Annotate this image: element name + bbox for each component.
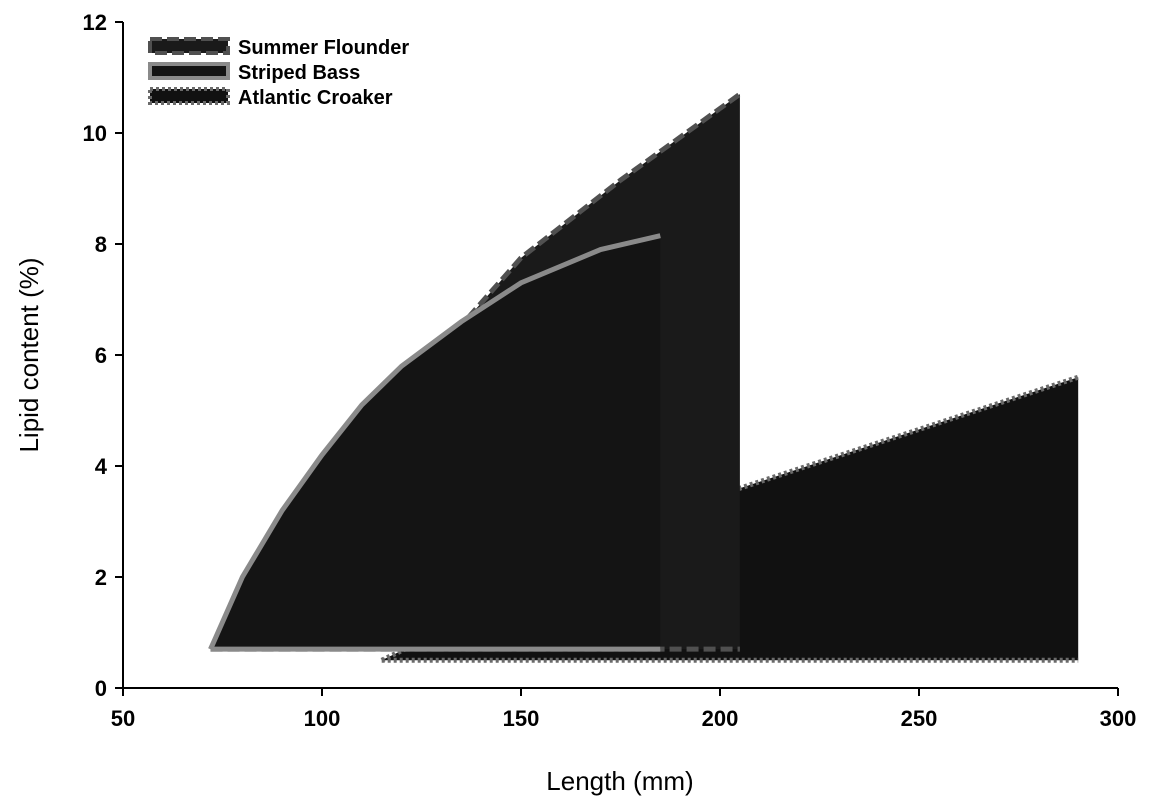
legend-text: Striped Bass — [238, 62, 360, 84]
x-tick-label: 150 — [503, 706, 540, 731]
x-axis-label: Length (mm) — [546, 766, 693, 796]
legend-swatch — [148, 62, 230, 80]
y-axis-label: Lipid content (%) — [14, 257, 44, 452]
y-tick-label: 12 — [83, 10, 107, 35]
y-tick-label: 0 — [95, 676, 107, 701]
y-tick-label: 8 — [95, 232, 107, 257]
area-fill — [210, 235, 661, 650]
y-tick-label: 10 — [83, 121, 107, 146]
area-upper-edge — [208, 233, 661, 651]
x-tick-label: 50 — [111, 706, 135, 731]
y-tick-label: 2 — [95, 565, 107, 590]
legend-swatch — [148, 37, 230, 55]
legend-text: Summer Flounder — [238, 37, 409, 59]
x-tick-label: 250 — [901, 706, 938, 731]
y-tick-label: 6 — [95, 343, 107, 368]
legend-swatch — [148, 87, 230, 105]
x-tick-label: 100 — [304, 706, 341, 731]
y-tick-label: 4 — [95, 454, 108, 479]
x-tick-label: 200 — [702, 706, 739, 731]
x-tick-label: 300 — [1100, 706, 1137, 731]
legend-text: Atlantic Croaker — [238, 87, 393, 109]
